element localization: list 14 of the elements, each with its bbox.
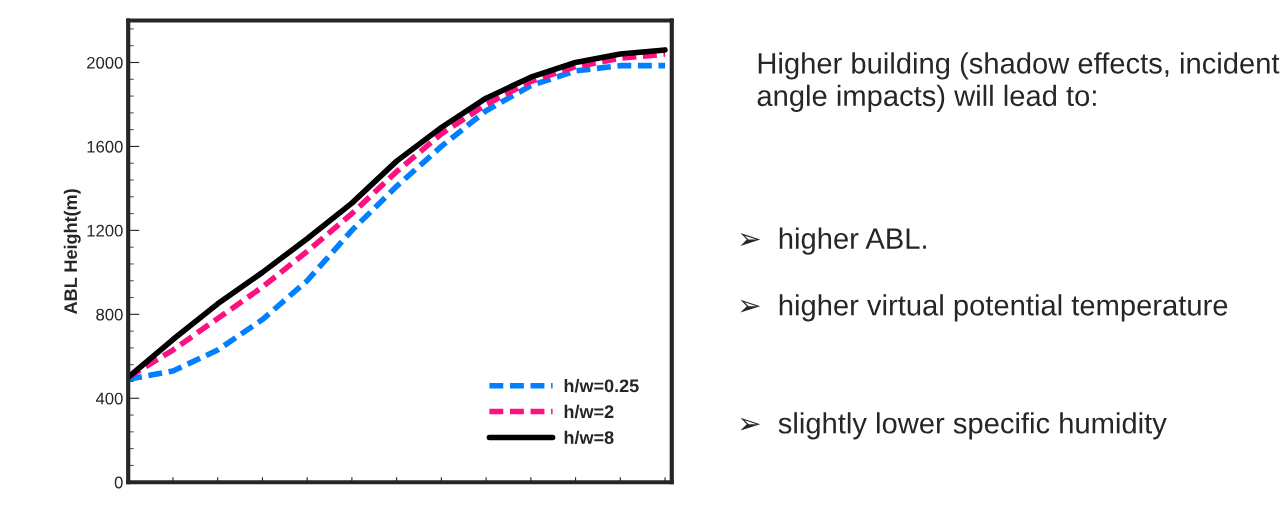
legend-label: h/w=0.25 [564,378,639,393]
y-axis-title: ABL Height(m) [63,189,81,314]
legend-label: h/w=2 [564,404,614,419]
y-tick-label: 1600 [87,140,123,153]
text: ➢ slightly lower specific humidity [740,412,1167,440]
text: Higher building (shadow effects, incident angle impacts) will lead to: [757,52,1280,112]
y-tick-label: 400 [95,392,123,405]
y-tick-label: 2000 [87,56,123,69]
text: ➢ higher ABL. [740,227,926,255]
text: ➢ higher virtual potential temperature [740,294,1228,322]
y-tick-label: 1200 [87,224,123,237]
y-tick-label: 0 [114,476,123,489]
legend-label: h/w=8 [564,430,614,445]
y-tick-label: 800 [96,308,123,321]
